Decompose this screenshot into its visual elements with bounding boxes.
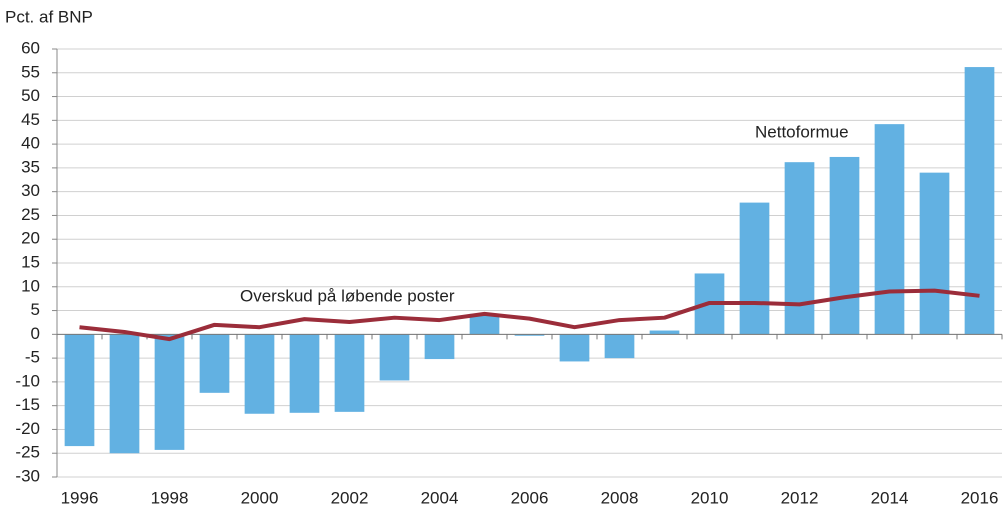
bar: [244, 334, 275, 414]
y-tick-label: 40: [21, 134, 40, 153]
line: [79, 288, 980, 342]
y-tick-label: 0: [31, 324, 40, 343]
y-tick-label: 30: [21, 181, 40, 200]
y-tick-label: 25: [21, 205, 40, 224]
x-tick-label: 1996: [61, 488, 99, 507]
y-tick-label: -25: [15, 443, 40, 462]
bar: [649, 330, 680, 335]
annotation: Overskud på løbende poster: [240, 286, 455, 305]
bar: [919, 172, 950, 335]
bar: [784, 162, 815, 335]
y-tick-label: 35: [21, 157, 40, 176]
y-tick-label: 55: [21, 62, 40, 81]
x-tick-label: 2014: [871, 488, 909, 507]
bar: [379, 334, 410, 381]
x-tick-label: 2010: [691, 488, 729, 507]
bar: [289, 334, 320, 413]
y-tick-label: -15: [15, 395, 40, 414]
y-tick-label: 60: [21, 38, 40, 57]
y-tick-label: 45: [21, 110, 40, 129]
bar: [154, 334, 185, 450]
annotation: Nettoformue: [755, 122, 849, 141]
bar: [109, 334, 140, 454]
bar: [334, 334, 365, 412]
bar: [739, 202, 770, 335]
x-tick-label: 2000: [241, 488, 279, 507]
y-tick-label: -20: [15, 419, 40, 438]
y-tick-label: 15: [21, 252, 40, 271]
y-tick-label: 10: [21, 276, 40, 295]
x-tick-label: 2002: [331, 488, 369, 507]
x-tick-label: 2006: [511, 488, 549, 507]
y-axis-label: Pct. af BNP: [5, 7, 93, 26]
y-tick-label: 20: [21, 229, 40, 248]
bar: [514, 334, 545, 336]
x-tick-label: 2004: [421, 488, 459, 507]
x-tick-label: 2008: [601, 488, 639, 507]
bar: [199, 334, 230, 393]
bar: [829, 156, 860, 335]
y-tick-label: 5: [31, 300, 40, 319]
y-tick-label: -30: [15, 466, 40, 485]
y-tick-label: -10: [15, 371, 40, 390]
bar: [424, 334, 455, 360]
y-tick-label: -5: [25, 348, 40, 367]
x-tick-label: 2016: [961, 488, 999, 507]
x-tick-label: 2012: [781, 488, 819, 507]
y-tick-label: 50: [21, 86, 40, 105]
x-tick-label: 1998: [151, 488, 189, 507]
bar: [604, 334, 635, 359]
bar: [559, 334, 590, 362]
bar: [469, 313, 500, 335]
bar: [64, 334, 95, 447]
bar: [964, 67, 995, 335]
bar: [874, 124, 905, 335]
